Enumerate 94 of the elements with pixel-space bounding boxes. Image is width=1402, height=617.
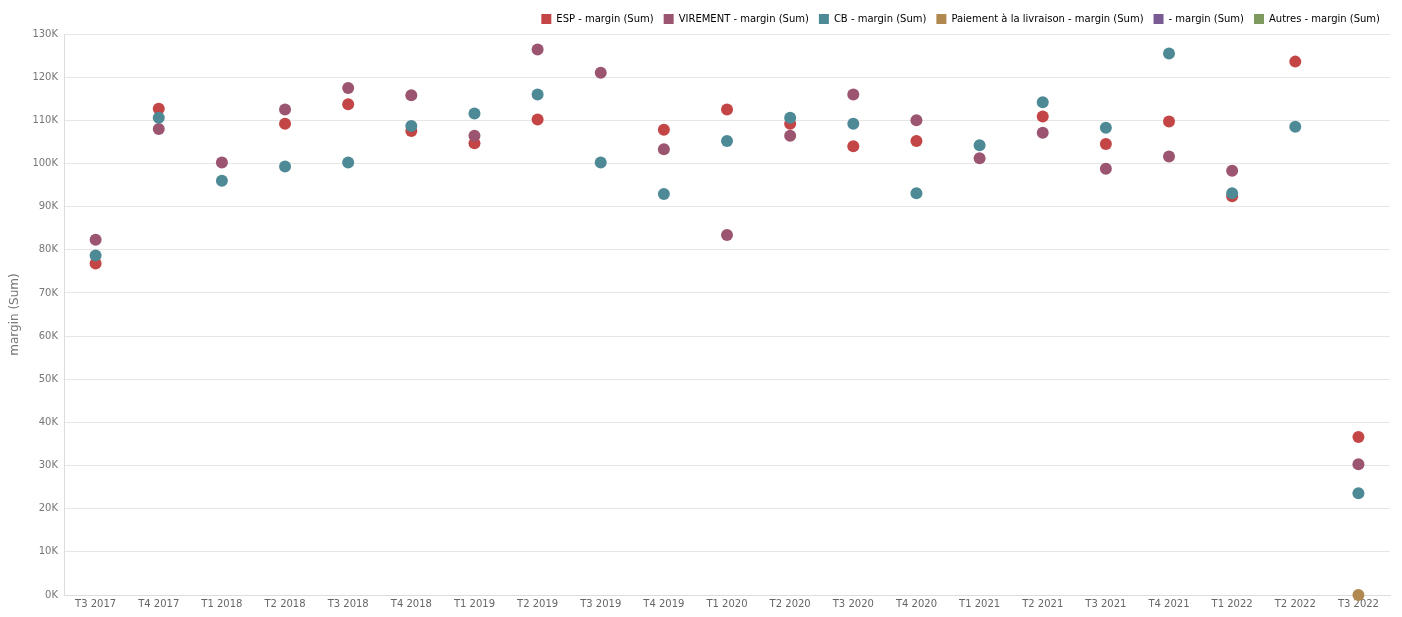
point — [1036, 126, 1049, 139]
point — [847, 88, 860, 101]
x-tick-label: T1 2020 — [705, 597, 748, 609]
point — [784, 129, 797, 142]
y-tick-label: 120K — [32, 70, 59, 82]
point — [279, 160, 292, 173]
point — [1289, 55, 1302, 68]
point — [973, 152, 986, 165]
point — [152, 111, 165, 124]
point — [1099, 138, 1112, 151]
y-tick-label: 10K — [38, 545, 59, 557]
x-tick-label: T4 2019 — [642, 597, 685, 609]
point — [1036, 96, 1049, 109]
point — [657, 143, 670, 156]
point — [279, 103, 292, 116]
point — [89, 249, 102, 262]
point — [594, 66, 607, 79]
x-tick-label: T3 2021 — [1084, 597, 1127, 609]
y-tick-label: 0K — [45, 588, 59, 600]
point — [721, 103, 734, 116]
x-tick-label: T4 2017 — [137, 597, 180, 609]
point — [1226, 164, 1239, 177]
x-tick-label: T3 2019 — [579, 597, 622, 609]
point — [594, 156, 607, 169]
point — [1036, 110, 1049, 123]
legend-label: - margin (Sum) — [1168, 12, 1245, 24]
point — [405, 89, 418, 102]
x-tick-label: T3 2022 — [1336, 597, 1379, 609]
y-tick-label: 30K — [38, 459, 59, 471]
x-tick-label: T3 2018 — [326, 597, 369, 609]
point — [1289, 120, 1302, 133]
y-tick-label: 100K — [32, 157, 59, 169]
point — [910, 135, 923, 148]
legend-label: ESP - margin (Sum) — [556, 12, 654, 24]
point — [973, 139, 986, 152]
legend-label: VIREMENT - margin (Sum) — [678, 12, 809, 24]
x-tick-label: T1 2018 — [200, 597, 243, 609]
legend-label: CB - margin (Sum) — [833, 12, 927, 24]
point — [405, 119, 418, 132]
point — [1352, 431, 1365, 444]
point — [531, 43, 544, 56]
point — [1099, 162, 1112, 175]
point — [279, 117, 292, 130]
legend-label: Paiement à la livraison - margin (Sum) — [951, 12, 1144, 24]
point — [657, 188, 670, 201]
point — [468, 129, 481, 142]
point — [1163, 47, 1176, 60]
point — [531, 113, 544, 126]
x-tick-label: T1 2019 — [452, 597, 496, 609]
y-tick-label: 50K — [38, 372, 59, 384]
point — [657, 123, 670, 136]
point — [847, 117, 860, 130]
x-tick-label: T2 2022 — [1273, 597, 1316, 609]
point — [531, 88, 544, 101]
x-tick-label: T3 2020 — [831, 597, 874, 609]
x-tick-label: T4 2021 — [1147, 597, 1190, 609]
y-axis-title: margin (Sum) — [7, 273, 22, 356]
point — [721, 135, 734, 148]
point — [910, 114, 923, 127]
point — [342, 81, 355, 94]
y-tick-label: 80K — [38, 243, 59, 255]
y-tick-label: 110K — [32, 113, 59, 125]
point — [1352, 487, 1365, 500]
x-tick-label: T1 2022 — [1210, 597, 1253, 609]
y-tick-label: 40K — [38, 415, 59, 427]
point — [1352, 458, 1365, 471]
point — [784, 111, 797, 124]
x-tick-label: T4 2020 — [894, 597, 937, 609]
point — [1163, 115, 1176, 128]
x-tick-label: T2 2018 — [263, 597, 306, 609]
x-tick-label: T3 2017 — [74, 597, 117, 609]
y-tick-label: 70K — [38, 286, 59, 298]
y-tick-label: 130K — [32, 27, 59, 39]
point — [215, 174, 228, 187]
point — [342, 156, 355, 169]
point — [215, 156, 228, 169]
point — [910, 187, 923, 200]
point — [1099, 121, 1112, 134]
legend-label: Autres - margin (Sum) — [1269, 12, 1381, 24]
x-tick-label: T2 2021 — [1021, 597, 1064, 609]
x-tick-label: T2 2020 — [768, 597, 811, 609]
point — [152, 122, 165, 135]
y-tick-label: 20K — [38, 502, 59, 514]
point — [847, 140, 860, 153]
x-tick-label: T4 2018 — [389, 597, 432, 609]
y-tick-label: 60K — [38, 329, 59, 341]
point — [1163, 150, 1176, 163]
x-tick-label: T1 2021 — [958, 597, 1001, 609]
x-tick-label: T2 2019 — [516, 597, 559, 609]
y-tick-label: 90K — [38, 200, 59, 212]
point — [89, 233, 102, 246]
point — [342, 98, 355, 111]
point — [468, 107, 481, 120]
point — [721, 229, 734, 242]
